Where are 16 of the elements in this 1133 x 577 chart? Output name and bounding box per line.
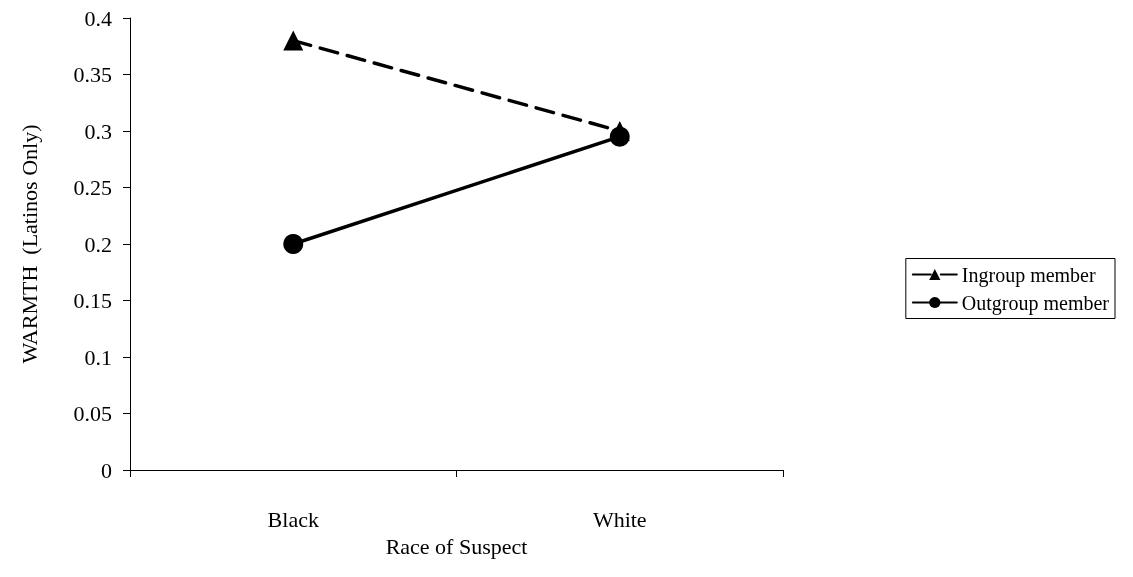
x-axis-title: Race of Suspect (385, 533, 528, 559)
y-tick-label: 0.4 (84, 5, 112, 31)
y-tick-label: 0.35 (73, 62, 112, 87)
y-tick-label: 0 (101, 457, 112, 483)
legend-label: Ingroup member (961, 263, 1096, 287)
y-tick-label: 0.3 (84, 118, 112, 144)
y-tick-label: 0.25 (73, 175, 112, 200)
y-tick-label: 0.05 (73, 401, 112, 426)
y-tick-label: 0.2 (84, 231, 112, 257)
x-tick-label: White (592, 506, 647, 532)
legend-label: Outgroup member (961, 291, 1110, 315)
y-axis-title: WARMTH (Latinos Only) (16, 124, 42, 364)
y-tick-label: 0.15 (73, 288, 112, 313)
y-tick-label: 0.1 (84, 344, 112, 370)
point (283, 234, 304, 254)
x-tick-label: Black (267, 506, 319, 532)
